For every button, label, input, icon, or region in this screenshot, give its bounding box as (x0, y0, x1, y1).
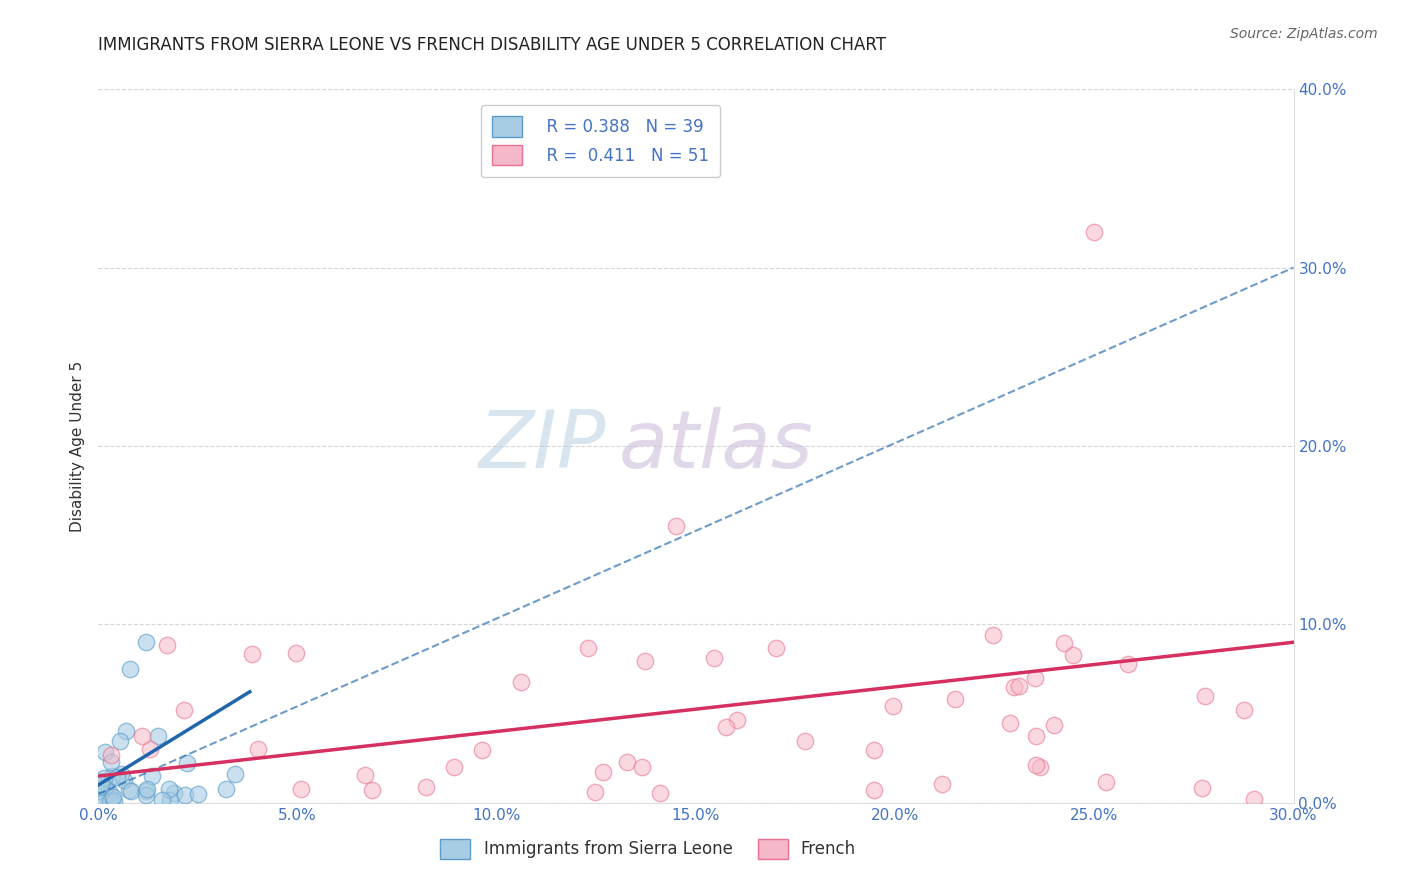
Point (94, 780, 117, 794)
Point (353, 767, 375, 781)
Text: ZIP: ZIP (479, 407, 606, 485)
Point (471, 743, 494, 757)
Point (135, 635, 157, 649)
Point (101, 769, 124, 783)
Point (176, 756, 198, 771)
Point (89, 780, 111, 794)
Point (1024, 672, 1046, 686)
Point (141, 769, 163, 783)
Point (981, 627, 1004, 641)
Point (174, 788, 197, 802)
Point (1025, 729, 1047, 743)
Point (242, 647, 264, 661)
Point (100, 748, 122, 763)
Point (101, 790, 124, 805)
Legend: Immigrants from Sierra Leone, French: Immigrants from Sierra Leone, French (433, 832, 863, 866)
Point (214, 781, 236, 796)
Point (100, 756, 122, 770)
Point (703, 651, 725, 665)
Point (173, 703, 195, 717)
Point (1043, 718, 1066, 732)
Point (882, 698, 904, 713)
Point (931, 777, 953, 791)
Point (1053, 636, 1076, 650)
Point (290, 782, 312, 797)
Point (415, 780, 437, 794)
Text: IMMIGRANTS FROM SIERRA LEONE VS FRENCH DISABILITY AGE UNDER 5 CORRELATION CHART: IMMIGRANTS FROM SIERRA LEONE VS FRENCH D… (98, 36, 886, 54)
Point (631, 760, 654, 774)
Point (665, 519, 688, 533)
Point (583, 785, 606, 799)
Point (509, 675, 531, 690)
Point (943, 692, 966, 706)
Point (592, 765, 614, 780)
Point (1007, 679, 1029, 693)
Point (93, 771, 115, 785)
Point (187, 787, 209, 801)
Point (103, 794, 125, 808)
Point (146, 729, 169, 743)
Point (117, 783, 139, 797)
Point (1062, 648, 1084, 662)
Point (89, 789, 111, 803)
Point (91, 794, 114, 808)
Point (616, 755, 638, 769)
Point (1025, 757, 1047, 772)
Point (90, 776, 112, 790)
Point (246, 742, 269, 756)
Point (135, 782, 157, 797)
Point (1083, 225, 1105, 239)
Point (576, 640, 599, 655)
Point (89, 784, 111, 798)
Point (1116, 657, 1139, 672)
Point (110, 733, 132, 747)
Point (443, 760, 465, 774)
Point (794, 733, 817, 747)
Point (1191, 781, 1213, 796)
Point (1029, 760, 1052, 774)
Point (101, 791, 124, 805)
Point (150, 792, 173, 806)
Point (135, 788, 157, 802)
Point (120, 662, 142, 676)
Y-axis label: Disability Age Under 5: Disability Age Under 5 (69, 360, 84, 532)
Point (1095, 775, 1118, 789)
Point (100, 794, 122, 808)
Text: atlas: atlas (619, 407, 813, 485)
Point (634, 653, 657, 667)
Point (93, 745, 115, 759)
Point (725, 713, 748, 727)
Point (648, 786, 671, 800)
Point (156, 638, 179, 652)
Point (224, 766, 246, 780)
Point (1243, 792, 1265, 806)
Point (157, 782, 180, 797)
Point (115, 724, 138, 739)
Point (120, 784, 142, 798)
Point (863, 783, 886, 797)
Point (89, 774, 111, 789)
Point (998, 716, 1021, 731)
Point (112, 772, 135, 787)
Point (135, 784, 157, 798)
Point (163, 786, 186, 800)
Point (1233, 703, 1256, 717)
Point (159, 793, 181, 807)
Point (110, 767, 132, 781)
Point (1194, 689, 1216, 703)
Text: Source: ZipAtlas.com: Source: ZipAtlas.com (1230, 27, 1378, 41)
Point (361, 783, 384, 797)
Point (716, 720, 738, 734)
Point (98, 787, 121, 801)
Point (139, 741, 162, 756)
Point (1002, 680, 1025, 694)
Point (131, 729, 153, 743)
Point (105, 770, 128, 784)
Point (863, 743, 886, 757)
Point (765, 640, 787, 655)
Point (285, 646, 308, 660)
